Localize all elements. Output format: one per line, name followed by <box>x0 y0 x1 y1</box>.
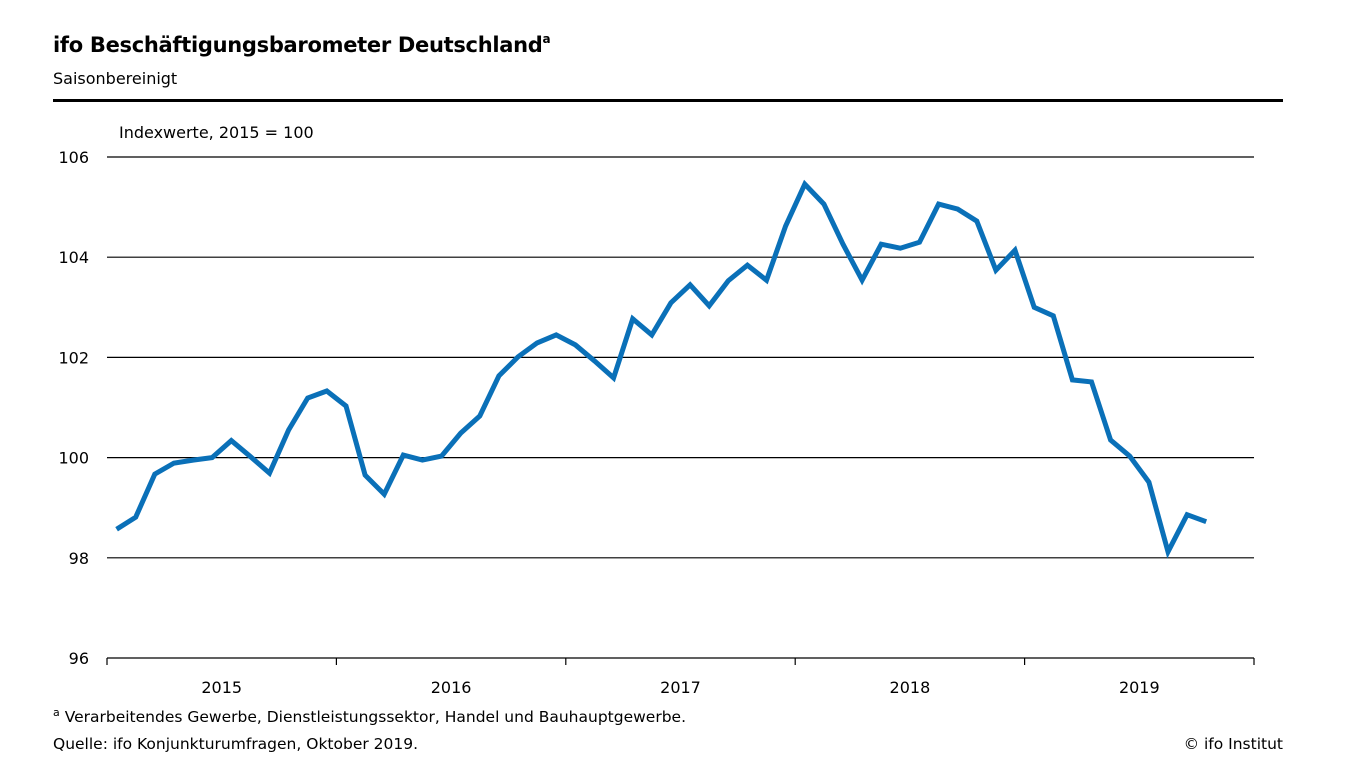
y-tick-label: 104 <box>58 248 89 267</box>
y-tick-label: 96 <box>69 649 89 668</box>
y-tick-label: 98 <box>69 549 89 568</box>
x-tick-label: 2018 <box>890 678 931 697</box>
chart-subtitle: Saisonbereinigt <box>53 69 178 88</box>
y-tick-label: 100 <box>58 449 89 468</box>
x-tick-label: 2016 <box>431 678 472 697</box>
x-tick-label: 2017 <box>660 678 701 697</box>
x-tick-label: 2015 <box>201 678 242 697</box>
copyright: © ifo Institut <box>1183 735 1283 753</box>
title-text: ifo Beschäftigungsbarometer Deutschland <box>53 33 543 57</box>
source-note: Quelle: ifo Konjunkturumfragen, Oktober … <box>53 735 419 753</box>
x-tick-label: 2019 <box>1119 678 1160 697</box>
header-rule <box>53 99 1283 102</box>
y-tick-label: 106 <box>58 148 89 167</box>
y-tick-label: 102 <box>58 348 89 367</box>
title-footnote-mark: a <box>542 32 551 46</box>
footnote: a Verarbeitendes Gewerbe, Dienstleistung… <box>53 706 686 726</box>
footnote-text: Verarbeitendes Gewerbe, Dienstleistungss… <box>64 708 686 727</box>
chart-title: ifo Beschäftigungsbarometer Deutschlanda <box>53 32 551 57</box>
y-axis-label: Indexwerte, 2015 = 100 <box>119 123 314 142</box>
series-line <box>115 179 1208 559</box>
footnote-mark: a <box>53 706 60 719</box>
